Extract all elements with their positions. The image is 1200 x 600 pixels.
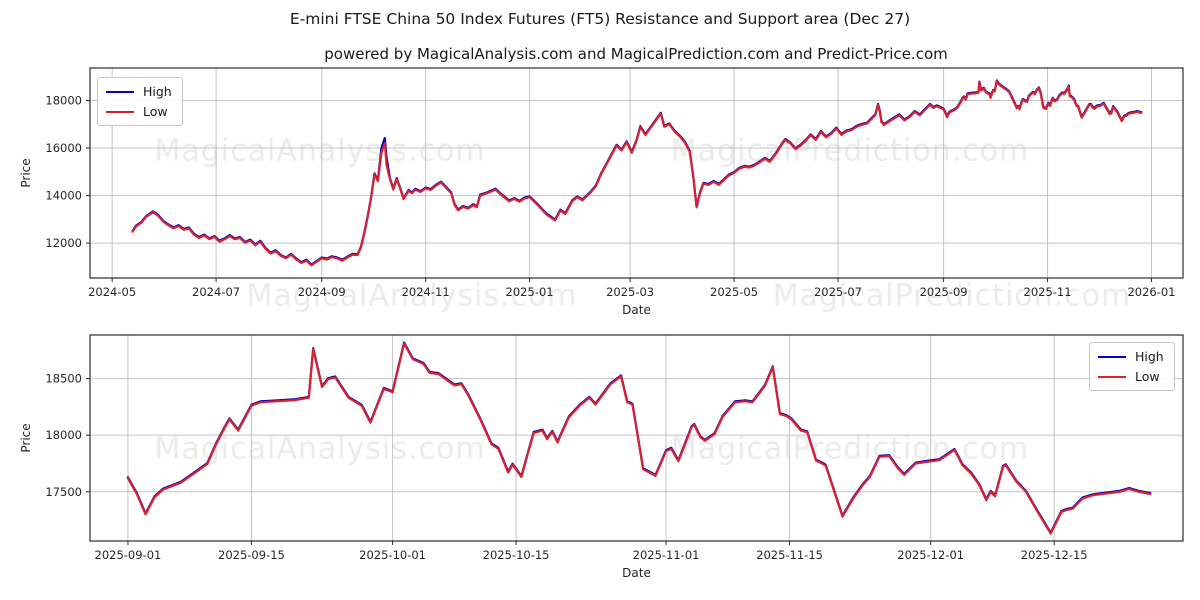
tick-label: Price: [19, 423, 33, 452]
watermark-prediction-middle: MagicalPrediction.com: [772, 278, 1132, 314]
tick-label: 2025-07: [814, 285, 862, 299]
tick-label: 2025-12-01: [897, 548, 964, 562]
series-line-low: [126, 342, 1152, 535]
tick-label: 2025-05: [710, 285, 758, 299]
legend-item-low: Low: [106, 104, 172, 119]
legend-label-low: Low: [1135, 369, 1160, 384]
legend-item-high: High: [1098, 349, 1164, 364]
figure-title: E-mini FTSE China 50 Index Futures (FT5)…: [289, 10, 911, 28]
series-line-high: [126, 341, 1152, 534]
legend-label-low: Low: [143, 104, 168, 119]
figure-subtitle: powered by MagicalAnalysis.com and Magic…: [324, 45, 948, 63]
axes-frame: [89, 334, 1184, 542]
high-line-swatch: [1098, 355, 1126, 358]
tick-label: 2025-03: [606, 285, 654, 299]
series-line-low: [131, 80, 1143, 267]
watermark-prediction-bottom: MagicalPrediction.com: [670, 431, 1030, 467]
high-line-swatch: [106, 90, 134, 93]
watermark-analysis-top: MagicalAnalysis.com: [154, 133, 486, 169]
low-line-swatch: [106, 110, 134, 113]
tick-label: 12000: [45, 236, 82, 250]
watermark-analysis-middle: MagicalAnalysis.com: [246, 278, 578, 314]
tick-label: 2025-09-01: [95, 548, 162, 562]
tick-label: Price: [19, 158, 33, 187]
tick-label: 2025-11-01: [633, 548, 700, 562]
legend-item-high: High: [106, 84, 172, 99]
legend-label-high: High: [143, 84, 172, 99]
tick-label: 18000: [45, 428, 82, 442]
tick-label: 2025-10-01: [359, 548, 426, 562]
series-line-high: [131, 79, 1143, 266]
tick-label: 2025-09-15: [218, 548, 285, 562]
tick-label: 2025-10-15: [483, 548, 550, 562]
tick-label: 14000: [45, 189, 82, 203]
tick-label: 2025-01: [506, 285, 554, 299]
legend-label-high: High: [1135, 349, 1164, 364]
tick-label: 2025-11-15: [756, 548, 823, 562]
tick-label: 2025-11: [1024, 285, 1072, 299]
tick-label: Date: [622, 566, 651, 580]
tick-label: 2026-01: [1127, 285, 1175, 299]
tick-label: 17500: [45, 485, 82, 499]
tick-label: 2025-09: [920, 285, 968, 299]
watermark-prediction-top: MagicalPrediction.com: [670, 133, 1030, 169]
tick-label: 2024-05: [88, 285, 136, 299]
axes-frame: [89, 67, 1184, 279]
tick-label: 2024-07: [192, 285, 240, 299]
low-line-swatch: [1098, 375, 1126, 378]
legend-item-low: Low: [1098, 369, 1164, 384]
tick-label: Date: [622, 303, 651, 317]
legend-top-chart: High Low: [97, 77, 183, 126]
tick-label: 2024-11: [402, 285, 450, 299]
legend-bottom-chart: High Low: [1089, 342, 1175, 391]
tick-label: 16000: [45, 141, 82, 155]
tick-label: 2025-12-15: [1021, 548, 1088, 562]
tick-label: 2024-09: [298, 285, 346, 299]
tick-label: 18000: [45, 94, 82, 108]
tick-label: 18500: [45, 372, 82, 386]
